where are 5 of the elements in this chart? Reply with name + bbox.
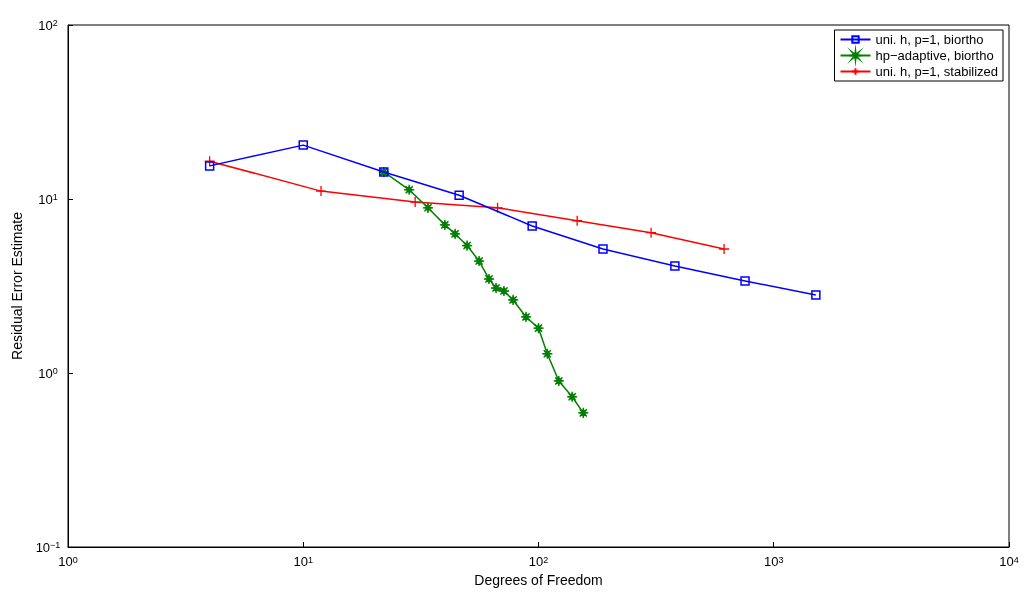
legend-label: uni. h, p=1, stabilized [875,64,998,79]
x-axis-title: Degrees of Freedom [474,571,603,588]
legend-label: uni. h, p=1, biortho [875,32,984,47]
y-axis-title: Residual Error Estimate [9,211,25,360]
legend-label: hp−adaptive, biortho [875,48,994,63]
